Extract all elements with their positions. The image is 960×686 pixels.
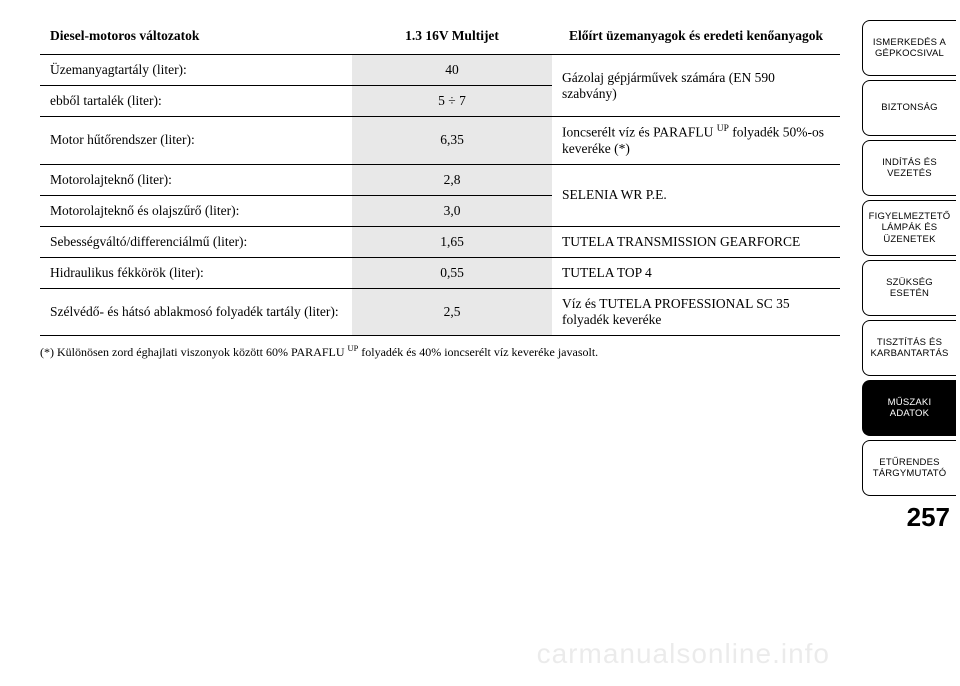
cell-label: ebből tartalék (liter): xyxy=(40,86,352,117)
sidebar-tab[interactable]: BIZTONSÁG xyxy=(862,80,956,136)
table-body: Üzemanyagtartály (liter):40Gázolaj gépjá… xyxy=(40,55,840,336)
header-col2: 1.3 16V Multijet xyxy=(352,20,552,55)
cell-fluid: Gázolaj gépjárművek számára (EN 590 szab… xyxy=(552,55,840,117)
cell-label: Üzemanyagtartály (liter): xyxy=(40,55,352,86)
table-row: Motorolajteknő (liter):2,8SELENIA WR P.E… xyxy=(40,164,840,195)
cell-value: 1,65 xyxy=(352,226,552,257)
sidebar-tab[interactable]: FIGYELMEZTETŐ LÁMPÁK ÉS ÜZENETEK xyxy=(862,200,956,256)
cell-label: Motorolajteknő (liter): xyxy=(40,164,352,195)
cell-value: 3,0 xyxy=(352,195,552,226)
sidebar-tab[interactable]: TISZTÍTÁS ÉS KARBANTARTÁS xyxy=(862,320,956,376)
footnote: (*) Különösen zord éghajlati viszonyok k… xyxy=(40,344,840,360)
sidebar-tab[interactable]: ETŰRENDES TÁRGYMUTATÓ xyxy=(862,440,956,496)
cell-fluid: TUTELA TOP 4 xyxy=(552,257,840,288)
sidebar-tabs: ISMERKEDÉS A GÉPKOCSIVALBIZTONSÁGINDÍTÁS… xyxy=(862,0,960,686)
cell-fluid: SELENIA WR P.E. xyxy=(552,164,840,226)
cell-label: Szélvédő- és hátsó ablakmosó folyadék ta… xyxy=(40,288,352,335)
cell-value: 2,5 xyxy=(352,288,552,335)
page-number: 257 xyxy=(862,502,956,533)
cell-value: 0,55 xyxy=(352,257,552,288)
sidebar-tab[interactable]: ISMERKEDÉS A GÉPKOCSIVAL xyxy=(862,20,956,76)
cell-fluid: Víz és TUTELA PROFESSIONAL SC 35 folyadé… xyxy=(552,288,840,335)
cell-fluid: Ioncserélt víz és PARAFLU UP folyadék 50… xyxy=(552,117,840,165)
cell-label: Sebességváltó/differenciálmű (liter): xyxy=(40,226,352,257)
table-row: Üzemanyagtartály (liter):40Gázolaj gépjá… xyxy=(40,55,840,86)
table-row: Szélvédő- és hátsó ablakmosó folyadék ta… xyxy=(40,288,840,335)
cell-value: 6,35 xyxy=(352,117,552,165)
sidebar-tab[interactable]: INDÍTÁS ÉS VEZETÉS xyxy=(862,140,956,196)
fluids-table: Diesel-motoros változatok 1.3 16V Multij… xyxy=(40,20,840,336)
table-row: Motor hűtőrendszer (liter):6,35Ioncserél… xyxy=(40,117,840,165)
table-row: Sebességváltó/differenciálmű (liter):1,6… xyxy=(40,226,840,257)
cell-value: 40 xyxy=(352,55,552,86)
cell-label: Motorolajteknő és olajszűrő (liter): xyxy=(40,195,352,226)
header-col3: Előírt üzemanyagok és eredeti kenőanyago… xyxy=(552,20,840,55)
cell-value: 2,8 xyxy=(352,164,552,195)
sidebar-tab[interactable]: SZÜKSÉG ESETÉN xyxy=(862,260,956,316)
header-col1: Diesel-motoros változatok xyxy=(40,20,352,55)
table-row: Hidraulikus fékkörök (liter):0,55TUTELA … xyxy=(40,257,840,288)
cell-label: Hidraulikus fékkörök (liter): xyxy=(40,257,352,288)
cell-fluid: TUTELA TRANSMISSION GEARFORCE xyxy=(552,226,840,257)
main-content: Diesel-motoros változatok 1.3 16V Multij… xyxy=(0,0,862,686)
cell-label: Motor hűtőrendszer (liter): xyxy=(40,117,352,165)
sidebar-tab[interactable]: MŰSZAKI ADATOK xyxy=(862,380,956,436)
cell-value: 5 ÷ 7 xyxy=(352,86,552,117)
